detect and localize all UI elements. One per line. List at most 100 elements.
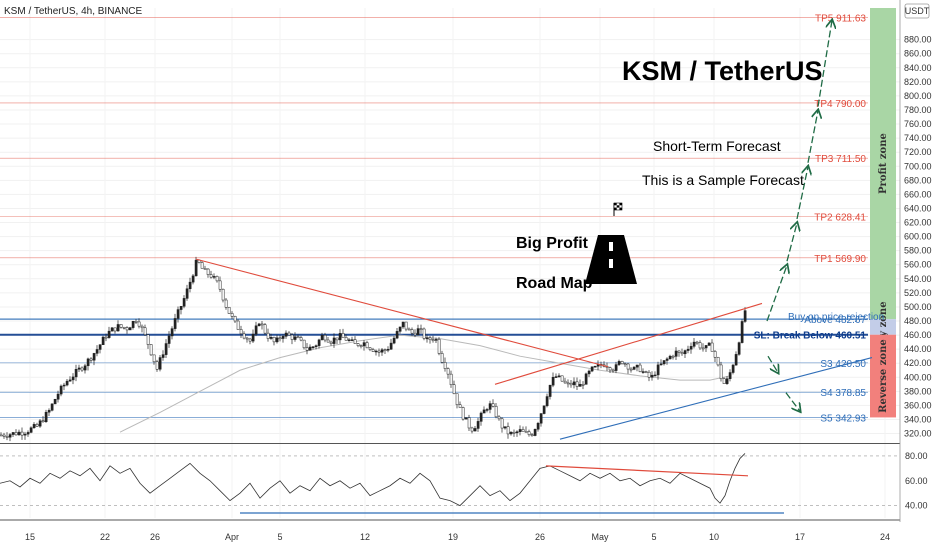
candle-body [134, 321, 138, 323]
candle-body [323, 335, 327, 341]
candle [380, 347, 384, 356]
candle-body [569, 382, 573, 386]
candle [713, 349, 717, 363]
candle [95, 345, 99, 357]
candle-body [230, 313, 234, 317]
price-tick-label: 820.00 [904, 77, 932, 87]
candle [290, 333, 294, 345]
level-label-0: TP5 911.63 [815, 13, 866, 24]
candle [203, 265, 207, 270]
candle-body [338, 333, 342, 341]
candle-body [614, 364, 618, 371]
candle [623, 362, 627, 367]
candle-body [668, 355, 672, 360]
price-tick-label: 580.00 [904, 246, 932, 256]
candle [272, 336, 276, 346]
candle [722, 377, 726, 384]
candle [134, 318, 138, 324]
candle-body [305, 347, 309, 351]
candle [257, 322, 261, 327]
candle-body [509, 431, 513, 435]
candle-body [86, 358, 90, 367]
candle [656, 361, 660, 380]
candle-body [56, 393, 60, 400]
candle [245, 336, 249, 343]
trendline-1 [494, 302, 763, 385]
candle-body [656, 364, 660, 376]
checkered-flag-icon [613, 202, 623, 216]
candle-body [8, 434, 12, 438]
candle [545, 393, 549, 408]
candle [707, 342, 711, 347]
symbol-title: KSM / TetherUS, 4h, BINANCE [4, 6, 143, 17]
candle [464, 417, 468, 420]
time-tick-label: May [591, 532, 609, 542]
candle [419, 324, 423, 334]
candle [725, 376, 729, 385]
rsi-trendline-0 [545, 465, 749, 477]
candle [149, 344, 153, 356]
candle [671, 354, 675, 360]
time-tick-label: 24 [880, 532, 890, 542]
forecast-line-1: Short-Term Forecast [653, 138, 781, 154]
candle-body [200, 262, 204, 269]
candle-body [17, 431, 21, 436]
candle [5, 432, 9, 441]
candle-body [500, 418, 504, 429]
price-axis: 320.00 340.00 360.00 380.00 400.00 420.00 440.… [899, 0, 932, 522]
candle [635, 364, 639, 372]
candle-body [260, 323, 264, 326]
candle [167, 331, 171, 348]
candle-body [254, 325, 258, 335]
candle-body [5, 436, 9, 438]
candle [410, 327, 414, 336]
candle-body [545, 396, 549, 407]
candle-body [617, 361, 621, 365]
candle [452, 380, 456, 395]
candle [386, 346, 390, 353]
candle [701, 343, 705, 352]
candle-body [242, 333, 246, 339]
currency-badge[interactable]: USDT [904, 3, 930, 19]
candle [341, 328, 345, 338]
candle-body [365, 342, 369, 349]
candle-body [506, 426, 510, 435]
candle-body [161, 354, 165, 358]
candle-body [251, 333, 255, 342]
candle [233, 315, 237, 324]
candle-body [371, 349, 375, 352]
profit-zone-panel [870, 8, 896, 320]
candle-body [50, 403, 54, 411]
candle-body [131, 321, 135, 328]
candle-body [587, 370, 591, 375]
candle-body [41, 420, 45, 422]
candle-body [677, 350, 681, 353]
candle-body [422, 328, 426, 339]
candle [422, 327, 426, 341]
candle [347, 337, 351, 342]
candle-body [449, 373, 453, 385]
candle-body [80, 367, 84, 371]
reverse-zone: Reverse zone [870, 334, 896, 418]
price-tick-label: 760.00 [904, 119, 932, 129]
candle-body [146, 334, 150, 345]
candle-body [77, 367, 81, 370]
candle [584, 372, 588, 385]
road-line-1: Big Profit [516, 235, 589, 252]
candle [374, 349, 378, 356]
candle [476, 417, 480, 432]
candle [14, 429, 18, 436]
candle [173, 313, 177, 332]
candle-body [644, 371, 648, 373]
candle-body [101, 336, 105, 345]
candle-body [182, 298, 186, 307]
candle [608, 366, 612, 374]
candle [530, 432, 534, 437]
candle [185, 284, 189, 301]
candle [683, 349, 687, 358]
candle-body [278, 337, 282, 340]
candle-body [680, 352, 684, 355]
candle-body [404, 321, 408, 330]
level-label-5: Above 482.67 [804, 315, 866, 326]
candle-body [536, 422, 540, 430]
